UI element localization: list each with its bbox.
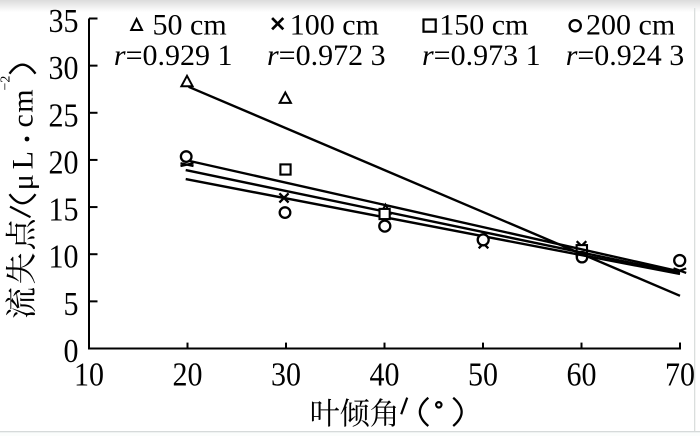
svg-text:5: 5 <box>64 284 79 322</box>
svg-text:r=0.972 3: r=0.972 3 <box>267 39 386 72</box>
svg-text:r=0.973 1: r=0.973 1 <box>422 39 541 72</box>
svg-text:20: 20 <box>173 355 203 393</box>
svg-text:70: 70 <box>665 355 695 393</box>
svg-text:30: 30 <box>271 355 301 393</box>
svg-text:50: 50 <box>468 355 498 393</box>
svg-text:0: 0 <box>64 331 79 369</box>
svg-text:−2: −2 <box>0 76 14 91</box>
svg-text:35: 35 <box>49 1 79 39</box>
svg-text:L: L <box>7 151 40 169</box>
svg-text:30: 30 <box>49 48 79 86</box>
svg-text:m: m <box>7 89 40 112</box>
svg-text:40: 40 <box>370 355 400 393</box>
svg-text:10: 10 <box>49 237 79 275</box>
svg-text:r=0.929 1: r=0.929 1 <box>114 39 233 72</box>
svg-text:150 cm: 150 cm <box>439 9 528 42</box>
svg-text:50 cm: 50 cm <box>153 9 227 42</box>
svg-text:25: 25 <box>49 96 79 134</box>
svg-text:60: 60 <box>567 355 597 393</box>
svg-text:20: 20 <box>49 143 79 181</box>
svg-text:15: 15 <box>49 190 79 228</box>
svg-text:μ: μ <box>7 174 40 190</box>
svg-text:200 cm: 200 cm <box>586 9 675 42</box>
svg-text:100 cm: 100 cm <box>290 9 379 42</box>
svg-text:c: c <box>7 114 40 127</box>
svg-text:r=0.924 3: r=0.924 3 <box>566 39 685 72</box>
svg-text:10: 10 <box>74 355 104 393</box>
